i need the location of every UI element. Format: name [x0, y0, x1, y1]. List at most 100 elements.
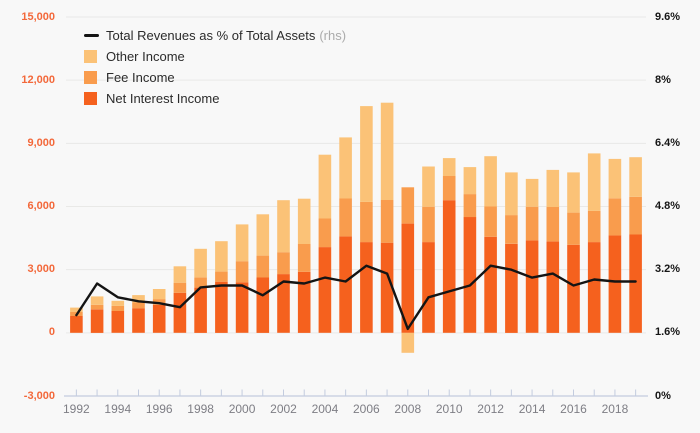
legend-row-other-income: Other Income [84, 46, 346, 67]
bar-segment-2011-other-income [463, 167, 477, 195]
bar-segment-2008-fee-income [401, 187, 415, 224]
bar-segment-1994-fee-income [111, 305, 125, 311]
right-axis-label-1.6pct: 1.6% [655, 326, 681, 339]
x-axis-label-2004: 2004 [311, 402, 339, 416]
bar-segment-2017-net-interest-income [587, 242, 601, 333]
bar-segment-2013-fee-income [505, 215, 518, 244]
bar-segment-2001-net-interest-income [256, 277, 270, 333]
bar-segment-2006-fee-income [360, 201, 373, 243]
x-axis-label-2000: 2000 [228, 402, 256, 416]
x-axis-label-2012: 2012 [477, 402, 504, 416]
bar-segment-2007-other-income [380, 102, 394, 200]
legend-row-fee-income: Fee Income [84, 67, 346, 88]
x-axis-label-2002: 2002 [270, 402, 297, 416]
bar-segment-2018-fee-income [608, 198, 622, 236]
bar-segment-1998-net-interest-income [194, 287, 207, 333]
legend-label-fee-income: Fee Income [106, 70, 175, 85]
bar-segment-2016-net-interest-income [567, 244, 580, 333]
bar-segment-2004-fee-income [318, 218, 332, 248]
legend-label-net-interest-income: Net Interest Income [106, 91, 220, 106]
bar-segment-2006-other-income [360, 106, 373, 202]
x-axis-label-1994: 1994 [104, 402, 132, 416]
bar-segment-1994-other-income [111, 300, 125, 306]
bar-segment-2010-net-interest-income [442, 200, 456, 333]
bar-segment-2015-fee-income [546, 206, 560, 242]
bar-segment-2011-net-interest-income [463, 217, 477, 333]
x-axis-label-2010: 2010 [435, 402, 463, 416]
bar-segment-2000-fee-income [235, 261, 249, 283]
legend-label-total-revenues: Total Revenues as % of Total Assets [106, 28, 316, 43]
bar-segment-1999-fee-income [215, 271, 228, 282]
bar-segment-1992-other-income [70, 307, 83, 312]
bar-segment-2018-net-interest-income [608, 235, 622, 333]
other-income-swatch-icon [84, 50, 97, 63]
bar-segment-2009-other-income [422, 166, 435, 207]
bar-segment-1996-net-interest-income [152, 304, 166, 333]
legend-row-net-interest-income: Net Interest Income [84, 88, 346, 109]
bar-segment-1997-net-interest-income [173, 292, 187, 333]
bar-segment-2004-other-income [318, 154, 332, 219]
line-series-swatch-icon [84, 34, 99, 37]
bar-segment-2019-net-interest-income [629, 234, 642, 333]
bar-segment-1996-fee-income [152, 299, 166, 305]
bar-segment-1996-other-income [152, 289, 166, 300]
bar-segment-2015-other-income [546, 169, 560, 207]
bar-segment-2013-other-income [505, 172, 518, 216]
left-axis-label--3000: -3,000 [23, 389, 55, 402]
fee-income-swatch-icon [84, 71, 97, 84]
bar-segment-1997-fee-income [173, 282, 187, 293]
total-revenues-line [75, 264, 637, 331]
bar-segment-1994-net-interest-income [111, 310, 125, 333]
bar-segment-2004-net-interest-income [318, 247, 332, 333]
bar-segment-2000-other-income [235, 224, 249, 262]
bar-segment-2001-other-income [256, 214, 270, 256]
x-axis-label-1992: 1992 [62, 402, 90, 416]
bar-segment-2015-net-interest-income [546, 241, 560, 333]
left-axis-label-9000: 9,000 [27, 136, 55, 149]
left-axis-label-15000: 15,000 [21, 10, 55, 23]
bar-segment-2002-fee-income [277, 252, 290, 275]
left-axis-label-12000: 12,000 [21, 73, 55, 86]
bar-segment-2007-fee-income [380, 200, 394, 243]
x-axis-label-2018: 2018 [601, 402, 629, 416]
x-axis-label-1996: 1996 [145, 402, 173, 416]
bar-segment-1995-fee-income [132, 302, 145, 309]
bar-segment-2010-fee-income [442, 176, 456, 201]
bar-segment-1995-other-income [132, 295, 145, 303]
bar-segment-2012-fee-income [484, 206, 497, 237]
bar-segment-2014-other-income [525, 178, 539, 207]
bar-segment-2005-net-interest-income [339, 236, 352, 333]
bar-segment-2002-net-interest-income [277, 274, 290, 333]
legend-label-rhs-suffix: (rhs) [319, 28, 347, 43]
bar-segment-2000-net-interest-income [235, 282, 249, 333]
bar-segment-2007-net-interest-income [380, 242, 394, 333]
bar-segment-1993-fee-income [90, 304, 104, 310]
bar-segment-2001-fee-income [256, 255, 270, 278]
bar-segment-2019-fee-income [629, 196, 642, 235]
right-axis-label-6.4pct: 6.4% [655, 136, 681, 149]
left-axis-label-3000: 3,000 [27, 263, 55, 276]
x-axis-label-2008: 2008 [394, 402, 422, 416]
bar-segment-1995-net-interest-income [132, 308, 145, 333]
right-axis-label-4.8pct: 4.8% [655, 200, 681, 212]
bar-segment-1998-fee-income [194, 277, 207, 288]
bar-segment-2010-other-income [442, 158, 456, 176]
legend: Total Revenues as % of Total Assets (rhs… [84, 25, 346, 109]
right-axis-label-3.2pct: 3.2% [655, 263, 681, 276]
bar-segment-2012-other-income [484, 156, 497, 207]
x-axis-label-2006: 2006 [352, 402, 380, 416]
bar-segment-2009-net-interest-income [422, 242, 435, 333]
left-axis-label-6000: 6,000 [27, 200, 55, 212]
bar-segment-1998-other-income [194, 248, 207, 278]
bar-segment-1993-net-interest-income [90, 309, 104, 333]
bar-segment-2012-net-interest-income [484, 236, 497, 333]
bar-segment-2003-net-interest-income [297, 271, 311, 333]
net-interest-income-swatch-icon [84, 92, 97, 105]
bar-segment-2006-net-interest-income [360, 242, 373, 333]
bar-segment-1997-other-income [173, 266, 187, 283]
legend-label-other-income: Other Income [106, 49, 185, 64]
bar-segment-2003-fee-income [297, 244, 311, 272]
bar-segment-2003-other-income [297, 198, 311, 244]
bar-segment-2014-fee-income [525, 206, 539, 241]
